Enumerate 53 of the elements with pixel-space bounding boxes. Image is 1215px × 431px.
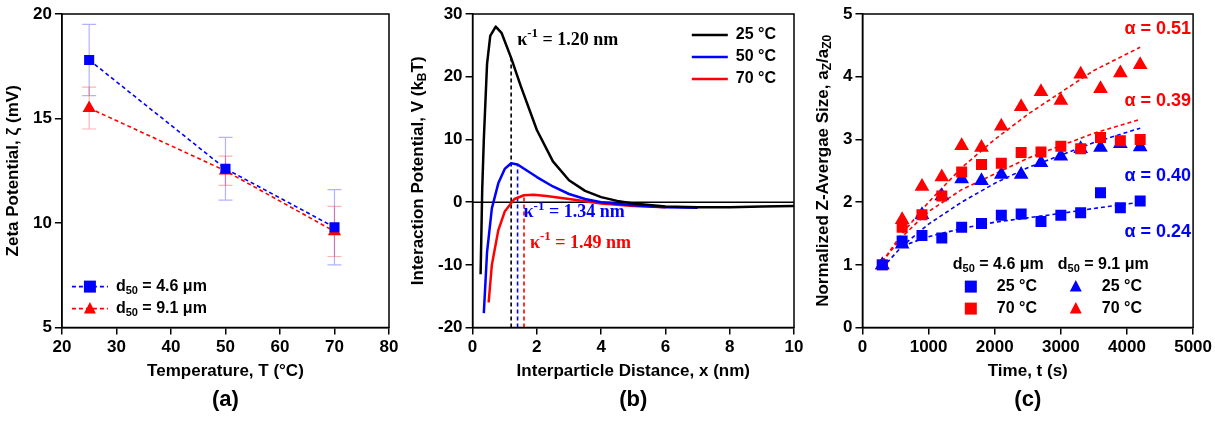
legend-label: 25 °C (735, 25, 777, 43)
annotation: α = 0.40 (1124, 165, 1192, 186)
x-tick-label: 70 (325, 337, 344, 357)
text: (c) (1014, 385, 1042, 411)
x-tick-label: 4000 (1108, 337, 1146, 357)
x-axis-title: Temperature, T (°C) (147, 361, 304, 381)
legend-label: 25 °C (996, 277, 1038, 295)
x-tick-label: 3000 (1041, 337, 1080, 357)
y-tick-label: 2 (842, 191, 853, 211)
x-tick-label: 2 (532, 337, 542, 357)
x-tick-label: 6 (660, 337, 671, 357)
y-tick-label: 5 (842, 3, 853, 23)
y-tick-label: 10 (32, 212, 52, 232)
y-tick-label: -10 (437, 254, 463, 274)
y-tick-label: 0 (842, 317, 853, 337)
annotation: α = 0.24 (1124, 221, 1192, 242)
y-axis-title: Zeta Potential, ζ (mV) (2, 85, 22, 257)
x-tick-label: 0 (467, 337, 478, 357)
x-tick-label: 50 (215, 337, 235, 357)
x-tick-label: 4 (596, 337, 607, 357)
legend-label: 50 °C (735, 47, 777, 65)
x-tick-label: 1000 (909, 337, 948, 357)
x-tick-label: 40 (161, 337, 181, 357)
y-tick-label: 0 (453, 191, 463, 211)
y-tick-label: 20 (32, 3, 52, 23)
annotation: α = 0.51 (1124, 18, 1192, 39)
y-tick-label: 5 (42, 317, 52, 337)
text: (b) (619, 385, 648, 411)
y-tick-label: 4 (842, 66, 853, 86)
y-tick-label: 20 (443, 66, 463, 86)
y-tick-label: -20 (437, 317, 463, 337)
x-tick-label: 2000 (975, 337, 1014, 357)
x-tick-label: 80 (379, 337, 399, 357)
x-tick-label: 5000 (1174, 337, 1212, 357)
legend-label: 70 °C (735, 69, 777, 87)
x-axis-title: Interparticle Distance, x (nm) (516, 361, 750, 381)
legend-label: 25 °C (1101, 277, 1143, 295)
y-tick-label: 15 (32, 108, 52, 128)
annotation: α = 0.39 (1124, 90, 1192, 111)
x-tick-label: 10 (784, 337, 804, 357)
y-tick-label: 10 (443, 129, 463, 149)
x-tick-label: 60 (270, 337, 290, 357)
x-tick-label: 20 (52, 337, 72, 357)
y-tick-label: 1 (842, 254, 853, 274)
x-axis-title: Time, t (s) (987, 361, 1068, 381)
legend-label: 70 °C (1101, 299, 1143, 317)
x-tick-label: 8 (724, 337, 735, 357)
y-tick-label: 3 (842, 129, 853, 149)
x-tick-label: 30 (106, 337, 126, 357)
y-tick-label: 30 (443, 3, 463, 23)
text: (a) (212, 385, 239, 411)
x-tick-label: 0 (857, 337, 868, 357)
legend-label: 70 °C (996, 299, 1038, 317)
